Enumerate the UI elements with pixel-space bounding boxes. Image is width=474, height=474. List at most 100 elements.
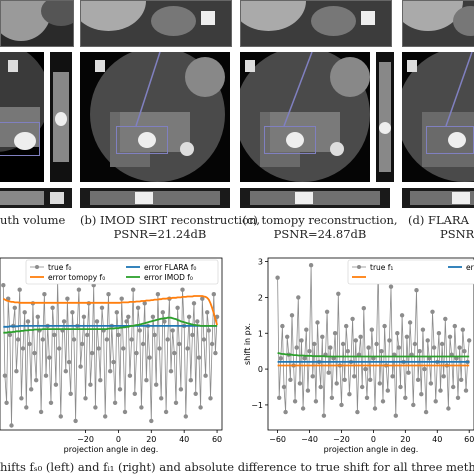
data-point: [172, 350, 177, 356]
data-point: [423, 409, 429, 415]
data-point: [355, 409, 360, 415]
data-point: [129, 337, 134, 342]
data-point: [430, 309, 435, 314]
data-point: [20, 346, 26, 351]
data-point: [208, 396, 213, 401]
x-tick-label: 60: [464, 435, 474, 444]
data-point: [312, 341, 317, 347]
data-point: [168, 369, 174, 374]
data-point: [399, 313, 405, 318]
data-point: [126, 314, 131, 319]
data-point: [289, 313, 295, 318]
data-point: [2, 373, 8, 378]
caption-b-line2: PSNR=21.24dB: [113, 227, 207, 241]
data-point: [177, 341, 182, 347]
data-point: [149, 418, 154, 424]
legend-box: [25, 259, 219, 285]
data-point: [363, 366, 368, 372]
data-point: [382, 323, 387, 329]
legend-label: error FLARA f₁: [466, 263, 474, 272]
series-line-0: [277, 265, 470, 416]
data-point: [310, 374, 315, 379]
data-point: [140, 341, 146, 347]
right-plot-svg: −60 −40 −20 0 20 40 60 −1 0 1 2 3 projection angle i…: [243, 258, 474, 454]
data-point: [117, 387, 123, 392]
x-tick-label: −20: [333, 435, 350, 444]
data-point: [411, 402, 416, 408]
plot-area: [275, 263, 472, 418]
data-point: [47, 355, 52, 360]
x-tick-label: 40: [179, 435, 189, 444]
data-point: [94, 319, 100, 324]
data-point: [407, 320, 413, 325]
data-point: [459, 377, 464, 382]
legend-label: true f₁: [370, 263, 393, 272]
data-point: [180, 287, 185, 292]
data-point: [417, 349, 422, 354]
data-point: [328, 345, 333, 350]
data-point: [404, 334, 410, 339]
data-point: [42, 292, 47, 297]
data-point: [462, 349, 467, 354]
data-point: [318, 384, 323, 390]
caption-b-line1: (b) IMOD SIRT reconstruction,: [80, 213, 261, 227]
data-point: [308, 263, 314, 268]
legend-label: error FLARA f₀: [144, 263, 196, 272]
data-point: [185, 346, 190, 351]
data-point: [398, 384, 403, 390]
data-point: [66, 359, 72, 365]
data-point: [104, 337, 110, 342]
data-point: [178, 387, 184, 392]
x-axis-label: projection angle in deg.: [324, 445, 419, 454]
data-point: [360, 384, 365, 390]
data-point: [455, 395, 461, 400]
data-point: [144, 378, 149, 383]
data-point: [96, 346, 101, 351]
data-point: [300, 406, 306, 411]
data-point: [121, 346, 126, 351]
data-point: [353, 338, 358, 343]
data-point: [205, 310, 210, 315]
data-point: [213, 350, 218, 356]
data-point: [304, 327, 309, 332]
panel-b-side-slice: [80, 188, 230, 208]
data-point: [415, 377, 421, 382]
data-point: [32, 350, 37, 356]
panel-d-bottom-slice: [402, 188, 474, 208]
data-point: [374, 341, 379, 347]
data-point: [119, 296, 124, 301]
data-point: [61, 319, 67, 324]
legend-marker: [35, 265, 39, 269]
data-point: [395, 331, 400, 336]
data-point: [93, 405, 98, 410]
data-point: [52, 332, 57, 338]
data-point: [324, 309, 330, 314]
panel-a-bottom-slice: [0, 188, 72, 208]
data-point: [431, 345, 437, 350]
panel-c-side-slice: [376, 52, 394, 182]
data-point: [165, 337, 170, 342]
y-tick-label: 1: [258, 329, 263, 338]
data-point: [281, 384, 287, 390]
data-point: [438, 388, 443, 393]
data-point: [385, 388, 390, 393]
data-point: [393, 413, 398, 418]
data-point: [285, 334, 290, 339]
y-tick-label: 3: [258, 258, 263, 267]
data-point: [344, 323, 349, 329]
data-point: [342, 377, 347, 382]
data-point: [350, 316, 355, 322]
data-point: [17, 287, 22, 292]
data-point: [48, 400, 54, 405]
data-point: [329, 395, 335, 400]
data-point: [340, 341, 346, 347]
data-point: [412, 341, 418, 347]
data-point: [195, 319, 200, 324]
data-point: [183, 414, 188, 419]
data-point: [63, 369, 68, 374]
data-point: [162, 319, 167, 324]
data-point: [38, 409, 44, 415]
data-point: [198, 405, 203, 410]
data-point: [332, 331, 338, 336]
data-point: [150, 314, 156, 319]
